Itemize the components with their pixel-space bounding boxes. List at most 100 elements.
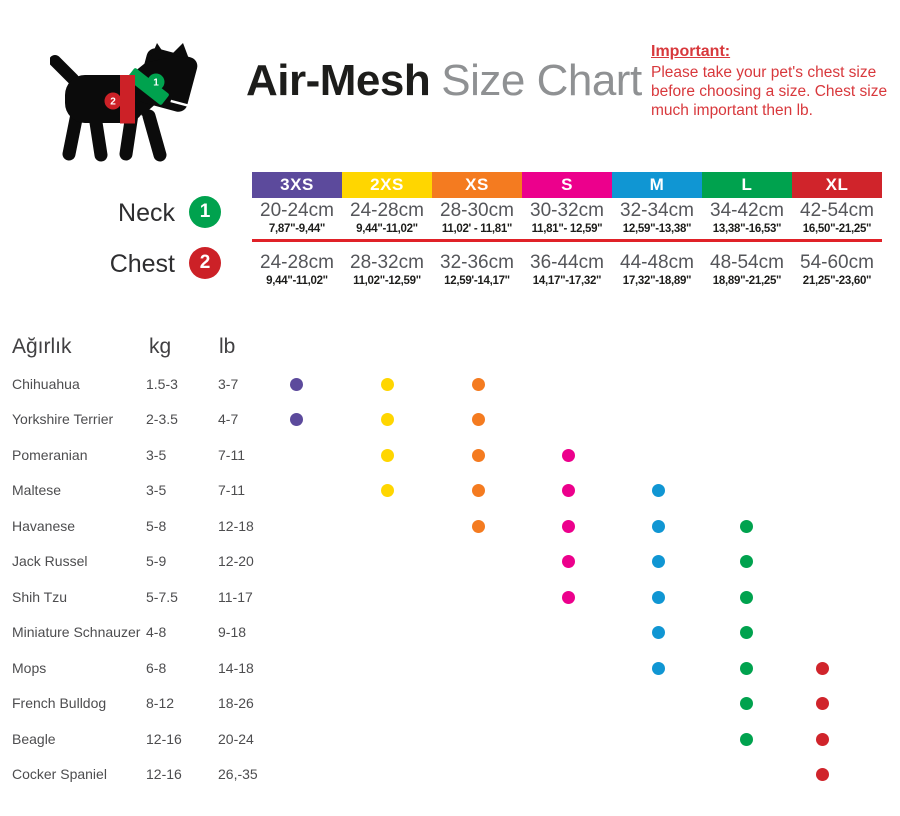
fit-dot-3xs [289,412,303,426]
chest-inches: 14,17"-17,32" [532,275,602,287]
dog-ear [171,43,189,59]
breed-kg: 8-12 [146,695,175,711]
breed-kg: 12-16 [146,766,182,782]
chest-band [120,75,135,124]
breed-table-header-kg: kg [149,335,172,358]
fit-dot-s [561,554,575,568]
divider-line [252,239,882,242]
size-header-l: L [702,172,792,198]
breed-kg: 5-9 [146,553,167,569]
breed-lb: 12-18 [218,518,254,534]
neck-inches: 7,87"-9,44" [268,223,326,235]
breed-name: Miniature Schnauzer [12,624,141,640]
fit-dot-xl [815,732,829,746]
breed-name: Cocker Spaniel [12,766,107,782]
breed-name: Jack Russel [12,553,88,569]
breed-name: Mops [12,660,47,676]
breed-table-header-weight: Ağırlık [12,335,72,358]
chest-cm: 28-32cm [350,252,424,273]
fit-dot-l [739,732,753,746]
page-title: Air-Mesh Size Chart [246,56,642,106]
breed-lb: 3-7 [218,376,239,392]
chest-inches: 12,59'-14,17" [444,275,510,287]
breed-name: Shih Tzu [12,589,67,605]
dog-harness-illustration: 1 2 [50,43,198,162]
breed-lb: 11-17 [218,589,253,605]
breed-row: Beagle 12-16 20-24 [0,729,900,749]
chest-cm: 24-28cm [260,252,334,273]
breed-lb: 14-18 [218,660,254,676]
chest-cm: 36-44cm [530,252,604,273]
chest-cell-l: 48-54cm 18,89"-21,25" [702,252,792,288]
breed-lb: 20-24 [218,731,254,747]
fit-dot-m [651,625,665,639]
breed-name: Beagle [12,731,56,747]
size-header-xl: XL [792,172,882,198]
chest-cell-m: 44-48cm 17,32"-18,89" [612,252,702,288]
fit-dot-xl [815,767,829,781]
fit-dot-l [739,625,753,639]
breed-name: Havanese [12,518,76,534]
fit-dot-m [651,590,665,604]
breed-lb: 4-7 [218,411,239,427]
breed-row: Mops 6-8 14-18 [0,658,900,678]
breed-kg: 12-16 [146,731,182,747]
fit-dot-xl [815,696,829,710]
size-header-m: M [612,172,702,198]
fit-dot-l [739,519,753,533]
neck-cm: 20-24cm [260,200,334,221]
dog-mouth [170,99,189,107]
important-note-line: before choosing a size. Chest size [651,83,888,100]
size-header-3xs: 3XS [252,172,342,198]
breed-lb: 26,-35 [218,766,258,782]
neck-cell-s: 30-32cm 11,81"- 12,59" [522,200,612,236]
breed-row: Pomeranian 3-5 7-11 [0,445,900,465]
breed-lb: 7-11 [218,447,245,463]
neck-band-badge [147,73,165,91]
size-header-s: S [522,172,612,198]
fit-dot-2xs [380,448,394,462]
fit-dot-m [651,483,665,497]
fit-dot-xs [471,412,485,426]
fit-dot-l [739,696,753,710]
neck-inches: 16,50"-21,25" [802,223,872,235]
neck-cell-3xs: 20-24cm 7,87"-9,44" [252,200,342,236]
fit-dot-s [561,590,575,604]
breed-name: Maltese [12,482,62,498]
fit-dot-xl [815,661,829,675]
fit-dot-l [739,661,753,675]
neck-cm: 34-42cm [710,200,784,221]
fit-dot-l [739,554,753,568]
fit-dot-s [561,483,575,497]
chest-badge: 2 [189,247,221,279]
neck-cell-l: 34-42cm 13,38"-16,53" [702,200,792,236]
breed-kg: 4-8 [146,624,167,640]
chest-measurements-row: 24-28cm 9,44"-11,02" 28-32cm 11,02"-12,59" 3… [252,252,882,288]
neck-cell-xl: 42-54cm 16,50"-21,25" [792,200,882,236]
chest-cm: 48-54cm [710,252,784,273]
breed-kg: 3-5 [146,447,167,463]
neck-band-badge-number: 1 [153,78,159,89]
chest-cell-s: 36-44cm 14,17"-17,32" [522,252,612,288]
important-note-heading: Important: [651,43,731,60]
dog-ear [149,43,167,62]
breed-row: Havanese 5-8 12-18 [0,516,900,536]
neck-band [127,68,169,105]
breed-kg: 6-8 [146,660,167,676]
fit-dot-xs [471,483,485,497]
breed-lb: 18-26 [218,695,254,711]
neck-cell-xs: 28-30cm 11,02' - 11,81" [432,200,522,236]
fit-dot-3xs [289,377,303,391]
fit-dot-xs [471,519,485,533]
breed-row: Maltese 3-5 7-11 [0,480,900,500]
chest-band-badge [104,92,122,110]
neck-cm: 24-28cm [350,200,424,221]
chest-cell-2xs: 28-32cm 11,02"-12,59" [342,252,432,288]
important-note-line: Please take your pet's chest size [651,64,877,81]
breed-kg: 2-3.5 [146,411,178,427]
neck-badge: 1 [189,196,221,228]
fit-dot-xs [471,377,485,391]
fit-dot-m [651,519,665,533]
breed-row: Jack Russel 5-9 12-20 [0,551,900,571]
chest-cell-xl: 54-60cm 21,25"-23,60" [792,252,882,288]
